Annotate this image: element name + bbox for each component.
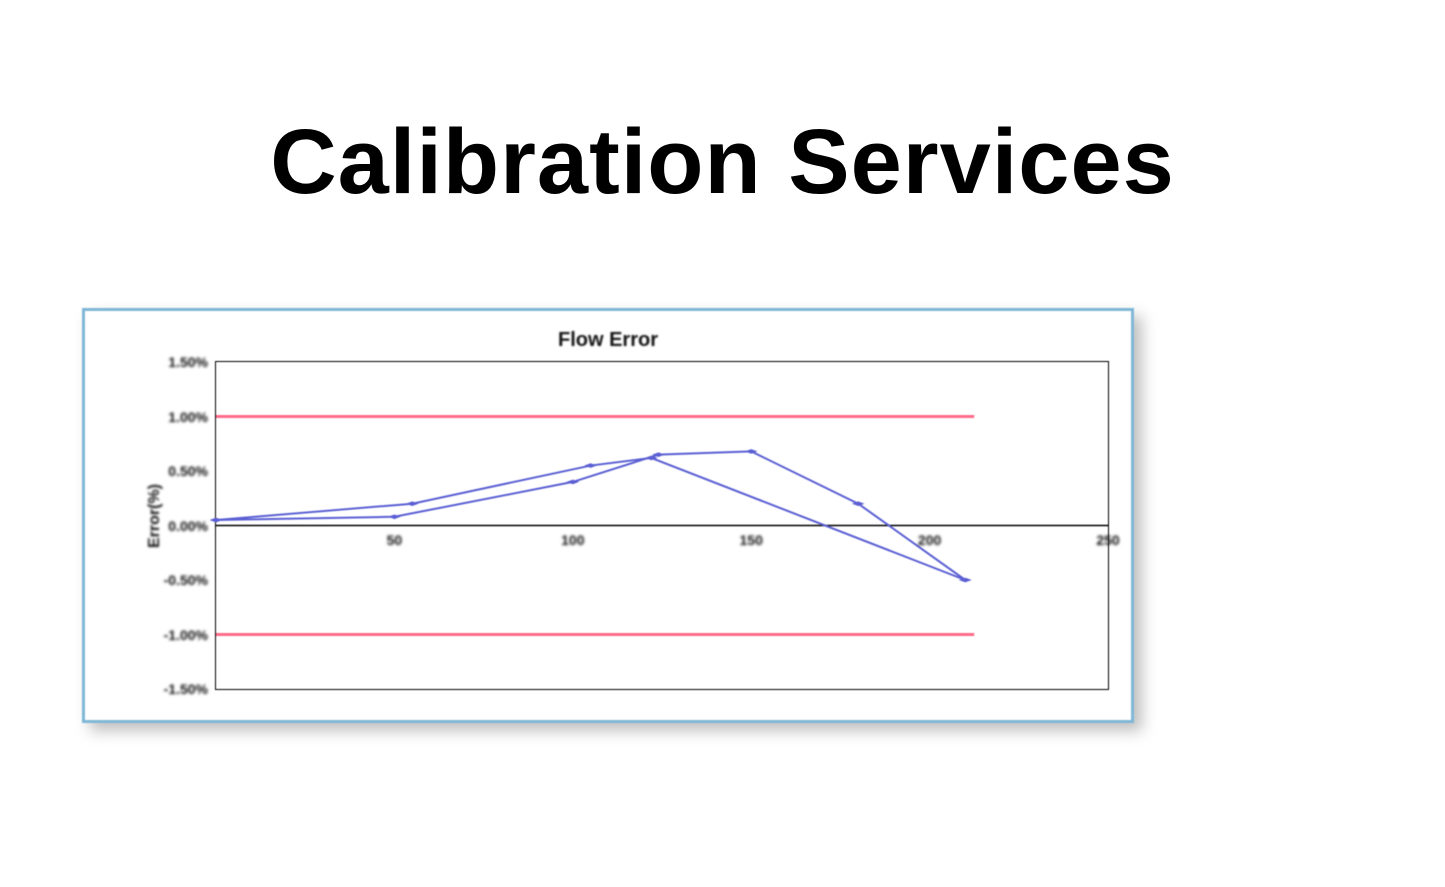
chart-title: Flow Error [85, 329, 1131, 352]
chart-box: Flow Error Error(%) -1.50%-1.00%-0.50%0.… [82, 308, 1134, 723]
page: Calibration Services Flow Error Error(%)… [0, 0, 1445, 887]
plot-area: -1.50%-1.00%-0.50%0.00%0.50%1.00%1.50%50… [215, 361, 1109, 690]
y-axis-label: Error(%) [146, 483, 164, 547]
xtick-label: 100 [561, 532, 584, 548]
ytick-label: -1.50% [164, 681, 208, 697]
ytick-label: -1.00% [164, 627, 208, 643]
ytick-label: 0.00% [168, 518, 208, 534]
xtick-label: 250 [1096, 532, 1119, 548]
xtick-label: 200 [918, 532, 941, 548]
ytick-label: 1.00% [168, 409, 208, 425]
ytick-label: 1.50% [168, 354, 208, 370]
chart-container: Flow Error Error(%) -1.50%-1.00%-0.50%0.… [82, 308, 1134, 723]
page-title: Calibration Services [0, 110, 1445, 215]
xtick-label: 150 [740, 532, 763, 548]
xtick-label: 50 [387, 532, 403, 548]
plot-svg [216, 362, 1108, 689]
ytick-label: 0.50% [168, 463, 208, 479]
ytick-label: -0.50% [164, 572, 208, 588]
